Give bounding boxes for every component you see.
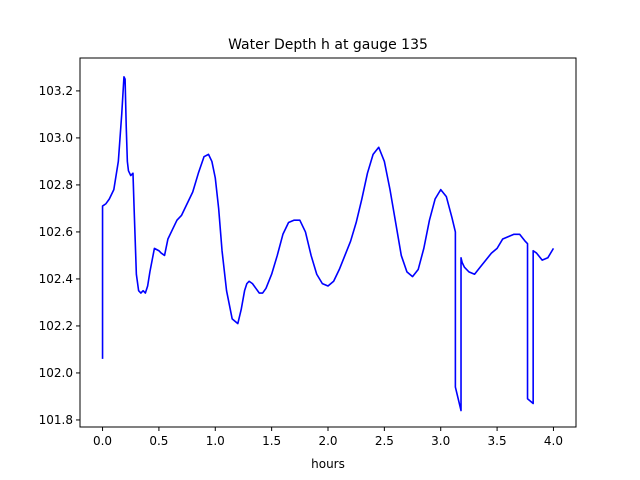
plot-area — [79, 57, 577, 428]
plot-frame — [79, 57, 577, 428]
y-tick-label: 102.0 — [39, 366, 73, 380]
series-line-0 — [101, 76, 555, 412]
x-tick-label: 3.5 — [488, 434, 507, 448]
y-tick-label: 101.8 — [39, 413, 73, 427]
y-tick-label: 102.2 — [39, 319, 73, 333]
y-tick-label: 102.6 — [39, 225, 73, 239]
x-tick-label: 4.0 — [544, 434, 563, 448]
x-tick-label: 2.5 — [375, 434, 394, 448]
x-tick-label: 3.0 — [431, 434, 450, 448]
chart-title: Water Depth h at gauge 135 — [228, 37, 428, 53]
y-axis: 101.8 102.0 102.2 102.4 102.6 102.8 103.0 103.2 — [39, 84, 80, 427]
y-tick-label: 102.8 — [39, 178, 73, 192]
y-tick-label: 103.0 — [39, 131, 73, 145]
x-axis-label: hours — [311, 457, 345, 471]
y-tick-label: 102.4 — [39, 272, 73, 286]
x-axis: 0.0 0.5 1.0 1.5 2.0 2.5 3.0 3.5 4.0 — [93, 427, 563, 448]
x-tick-label: 0.0 — [93, 434, 112, 448]
x-tick-label: 1.0 — [206, 434, 225, 448]
x-tick-label: 2.0 — [318, 434, 337, 448]
x-tick-label: 0.5 — [149, 434, 168, 448]
y-tick-label: 103.2 — [39, 84, 73, 98]
x-tick-label: 1.5 — [262, 434, 281, 448]
